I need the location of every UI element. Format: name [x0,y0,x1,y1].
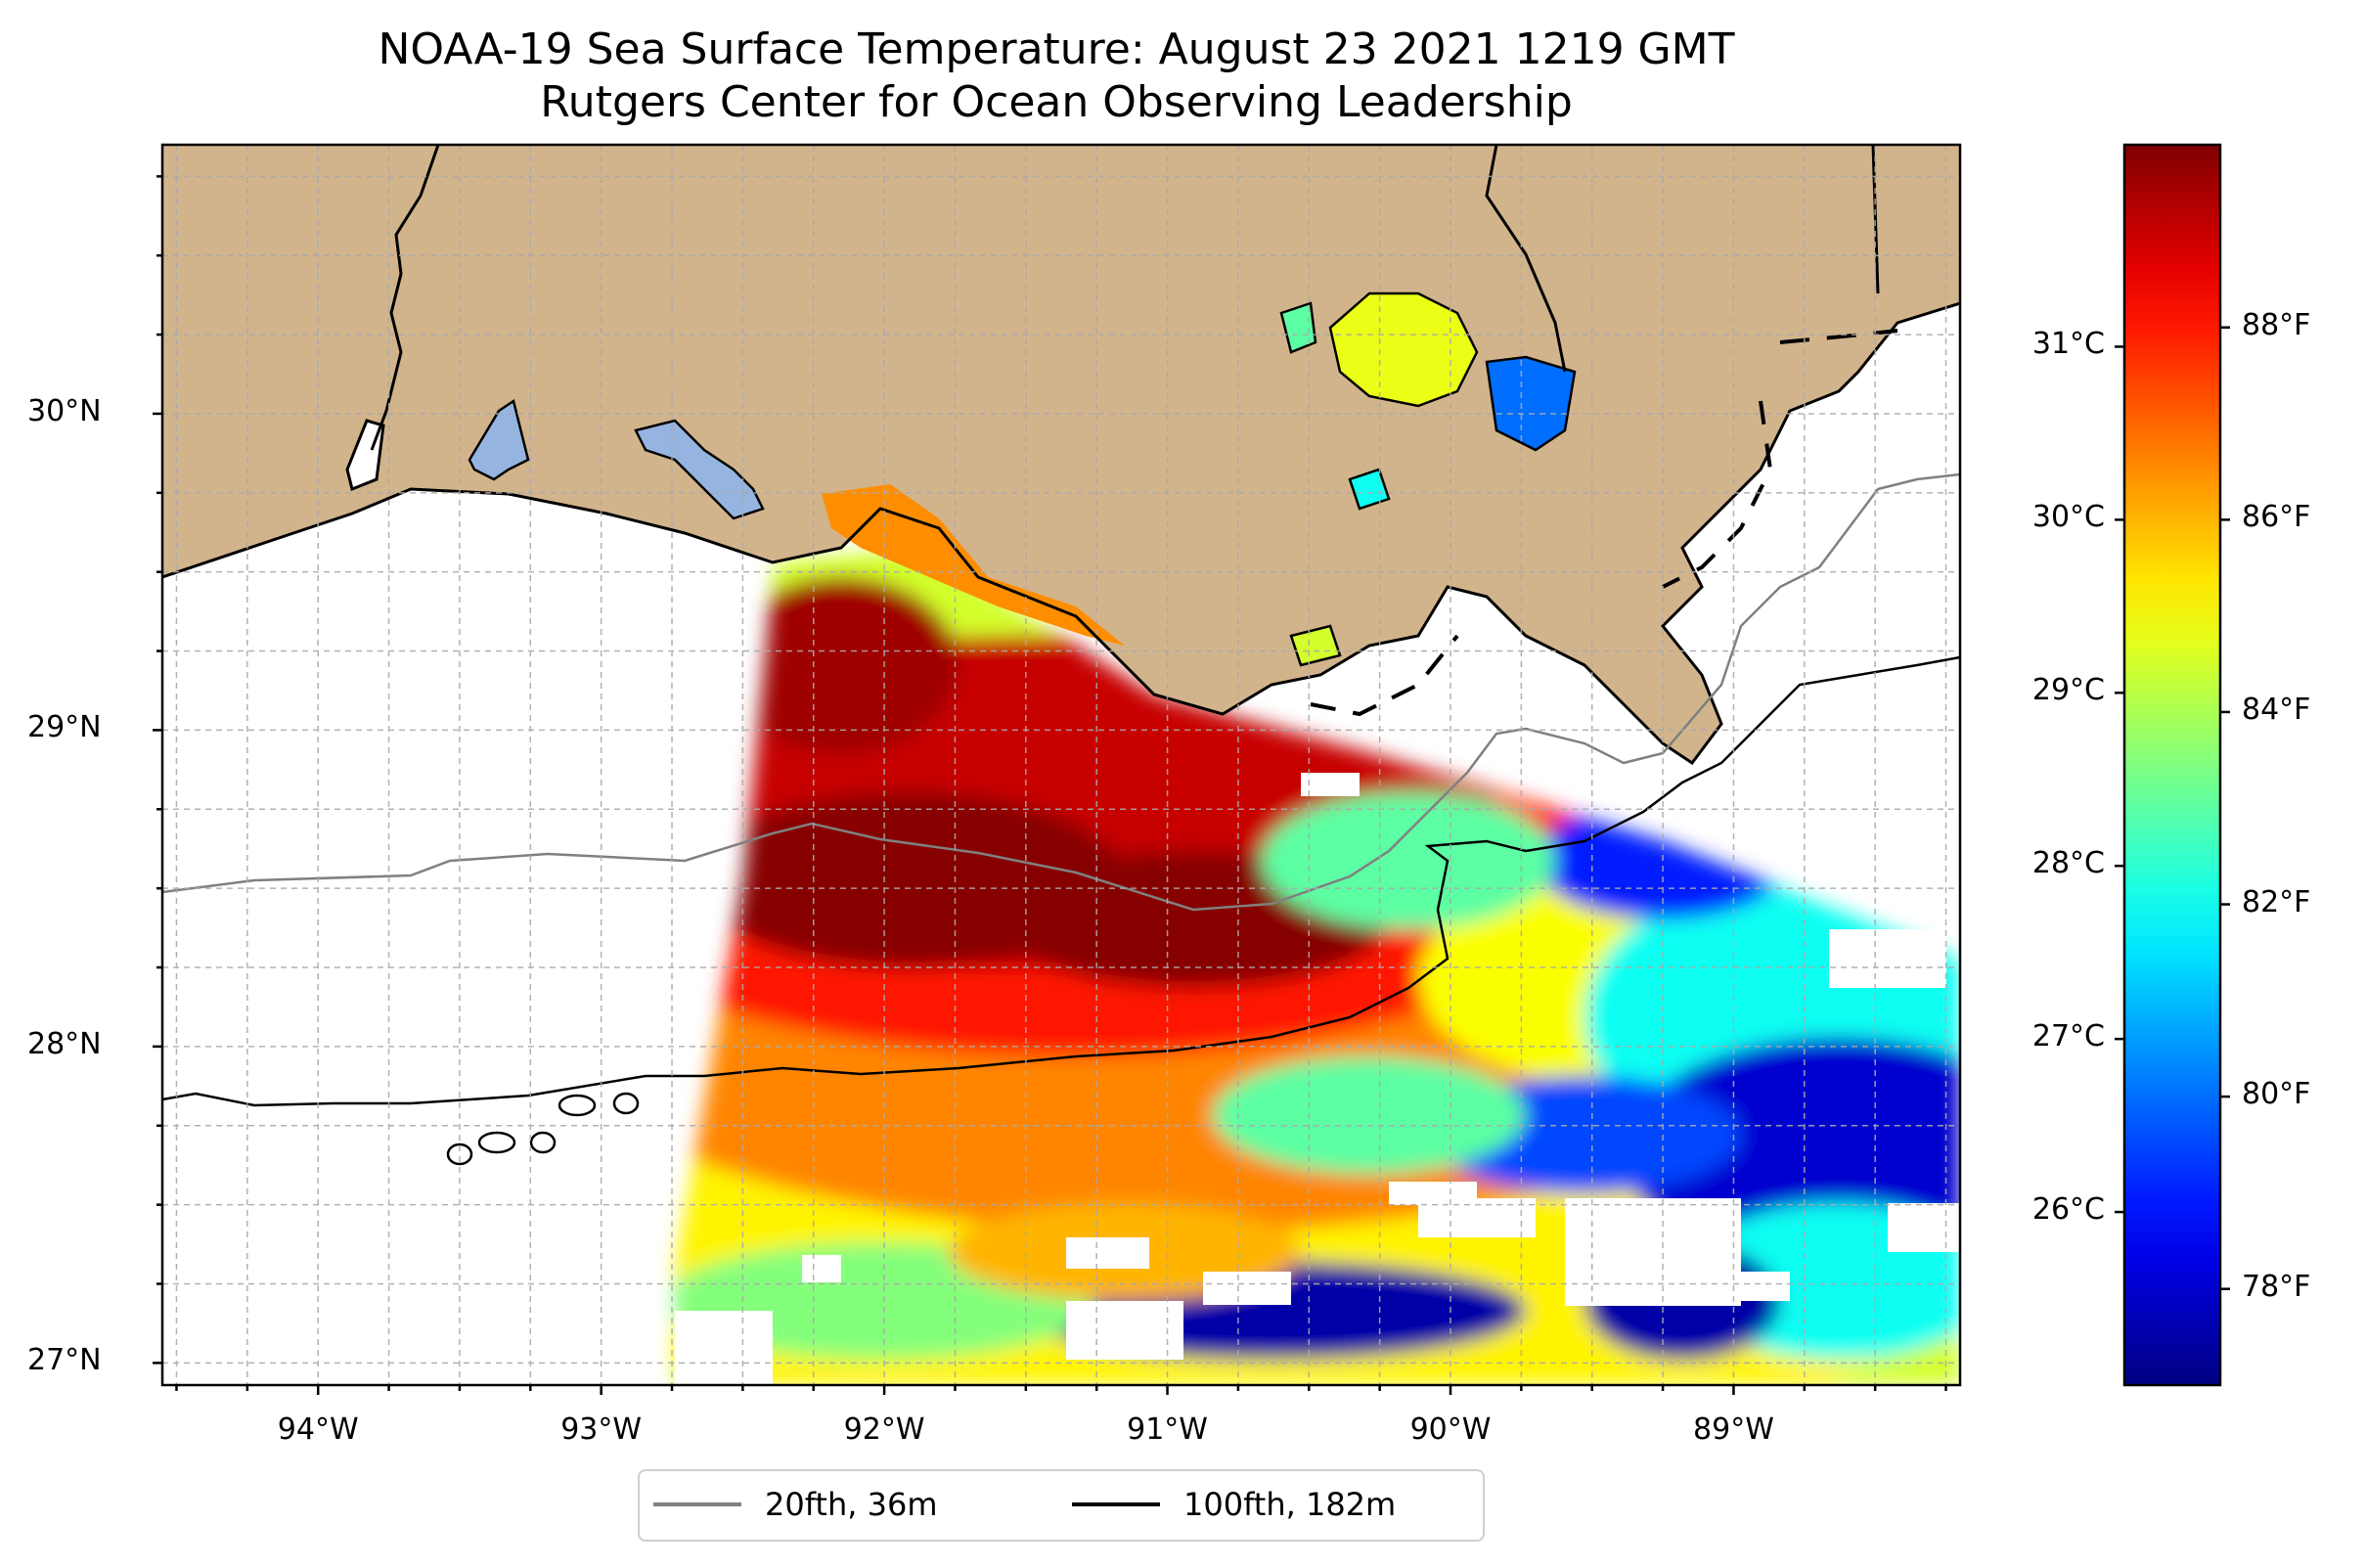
bank-contour [558,1094,597,1117]
legend-label: 100fth, 182m [1183,1486,1397,1523]
legend-label: 20fth, 36m [765,1486,938,1523]
cloud-mask [1066,1301,1183,1360]
colorbar-label-fahrenheit: 82°F [2242,884,2311,919]
cloud-mask [1721,1272,1790,1301]
inland-water [1485,355,1577,452]
colorbar-label-fahrenheit: 84°F [2242,692,2311,727]
colorbar-label-fahrenheit: 88°F [2242,307,2311,342]
longitude-label: 92°W [843,1412,925,1447]
figure-subtitle: Rutgers Center for Ocean Observing Leade… [540,77,1573,127]
coastal-lake [345,419,385,492]
inland-water [1289,624,1342,667]
coastline [162,301,1960,766]
legend-line-black [1072,1502,1160,1506]
colorbar-label-celsius: 28°C [2031,846,2105,881]
cloud-mask [1066,1237,1149,1269]
sst-region [1262,792,1555,929]
bank-contour [529,1131,557,1154]
colorbar-label-celsius: 30°C [2031,500,2105,535]
longitude-label: 94°W [277,1412,359,1447]
contour-legend: 20fth, 36m 100fth, 182m [638,1469,1485,1542]
map-plot-area [162,145,1960,1385]
colorbar-label-celsius: 26°C [2031,1192,2105,1228]
colorbar-label-celsius: 29°C [2031,673,2105,708]
inland-water [1279,301,1317,354]
colorbar-label-fahrenheit: 78°F [2242,1269,2311,1304]
legend-item-100fth: 100fth, 182m [1072,1483,1396,1526]
bank-contour [446,1142,473,1166]
sst-region [724,577,959,753]
bank-contour [612,1092,640,1115]
state-border-north [1485,145,1567,373]
cloud-mask [1203,1272,1291,1305]
cloud-mask [1888,1203,1960,1252]
isobath-100fth [162,655,1960,1107]
bank-contour [477,1131,516,1154]
state-border-west [370,145,440,451]
gridlines [162,145,1960,1385]
colorbar-label-celsius: 31°C [2031,327,2105,362]
latitude-label: 29°N [27,710,102,745]
state-border-east [1871,145,1880,294]
land-mass [162,145,1960,763]
figure-title: NOAA-19 Sea Surface Temperature: August … [378,24,1735,74]
legend-item-20fth: 20fth, 36m [653,1483,937,1526]
inland-water [634,419,765,520]
colorbar-label-fahrenheit: 86°F [2242,500,2311,535]
barrier-islands [1779,329,1898,344]
cloud-mask [1565,1198,1741,1306]
longitude-label: 93°W [560,1412,643,1447]
chandeleur-islands [1662,400,1773,589]
longitude-label: 90°W [1409,1412,1492,1447]
latitude-label: 30°N [27,393,102,428]
isobath-20fth [162,472,1960,912]
cloud-mask [1301,773,1360,796]
map-frame [160,143,1962,1387]
cloud-mask [802,1255,841,1282]
colorbar-label-fahrenheit: 80°F [2242,1077,2311,1112]
inland-water [468,398,530,481]
inland-water [1328,291,1479,408]
cloud-mask [675,1311,773,1385]
colorbar-label-celsius: 27°C [2031,1019,2105,1054]
latitude-label: 28°N [27,1026,102,1061]
sst-region [1213,1056,1526,1174]
longitude-label: 89°W [1693,1412,1774,1447]
coastal-islands [1310,634,1459,717]
cloud-mask [1829,929,1946,988]
latitude-label: 27°N [27,1343,102,1378]
longitude-label: 91°W [1127,1412,1208,1447]
map-ticks [153,175,1947,1395]
colorbar [2122,143,2222,1387]
legend-line-gray [653,1502,741,1506]
